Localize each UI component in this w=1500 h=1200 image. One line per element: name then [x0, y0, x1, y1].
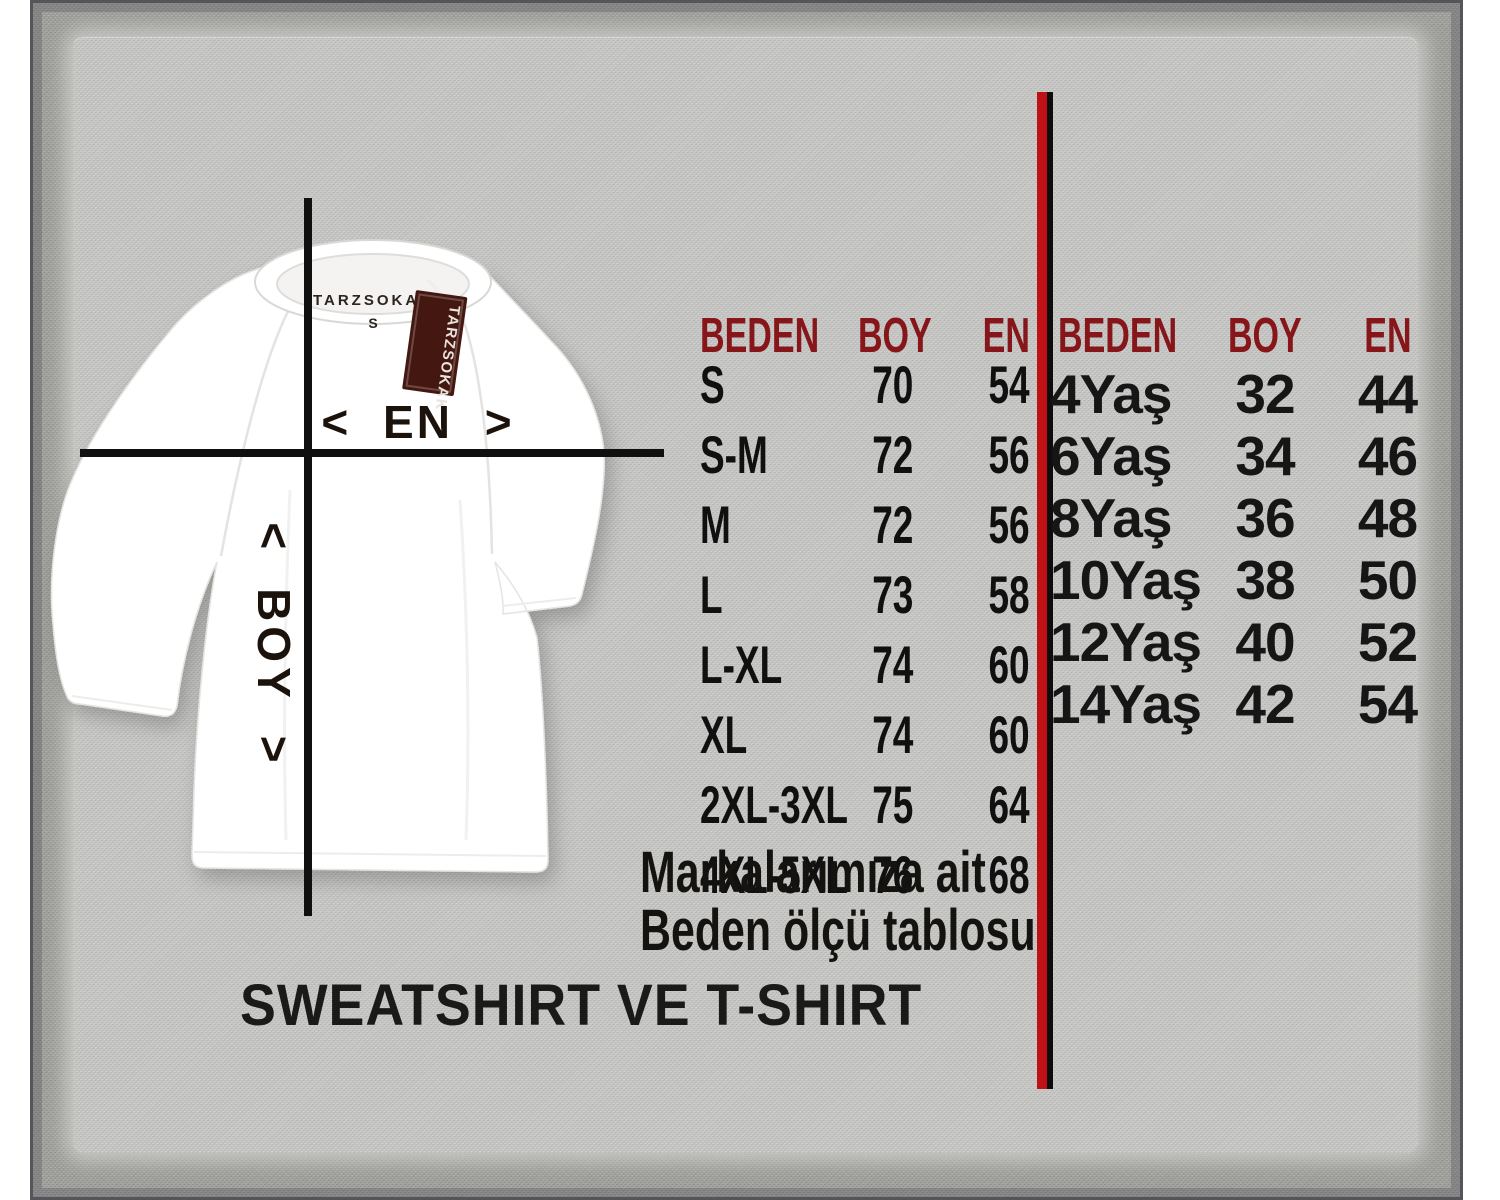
adult-row-en: 58	[988, 565, 1030, 625]
kids-row-size: 14Yaş	[1050, 673, 1202, 735]
adult-row-boy: 76	[871, 845, 914, 905]
adult-row-en: 56	[988, 495, 1030, 555]
kids-row-boy: 40	[1235, 611, 1295, 673]
kids-row-size: 6Yaş	[1050, 425, 1172, 487]
adult-row-size: M	[700, 495, 731, 555]
textured-frame	[30, 0, 1463, 1200]
kids-row-boy: 32	[1235, 363, 1295, 425]
kids-header-length: BOY	[1228, 307, 1302, 363]
adult-row-boy: 73	[871, 565, 914, 625]
poster-title: SWEATSHIRT VE T-SHIRT	[240, 971, 923, 1038]
adult-row-size: XL	[700, 705, 748, 765]
raglan-seam-left	[219, 303, 294, 557]
adult-row-boy: 74	[871, 705, 914, 765]
kids-header-size: BEDEN	[1058, 307, 1178, 363]
collar-size-label: S	[368, 315, 377, 331]
kids-row-boy: 36	[1235, 487, 1295, 549]
adult-row-en: 64	[988, 775, 1030, 835]
kids-row-size: 4Yaş	[1050, 363, 1172, 425]
adult-row-boy: 70	[871, 355, 914, 415]
adult-header-width: EN	[982, 307, 1030, 363]
kids-row-en: 44	[1357, 363, 1418, 425]
adult-row-size: L-XL	[700, 635, 783, 695]
kids-row-en: 48	[1357, 487, 1418, 549]
adult-header-size: BEDEN	[700, 307, 820, 363]
adult-row-size: S-M	[700, 425, 768, 485]
adult-row-boy: 75	[871, 775, 914, 835]
collar-brand-label: TARZSOKAK	[313, 292, 433, 309]
tshirt-body	[50, 249, 606, 873]
adult-row-en: 68	[988, 845, 1030, 905]
adult-row-boy: 74	[871, 635, 914, 695]
caption-line1: Markalarımıza ait	[640, 839, 986, 905]
length-axis-line	[304, 198, 312, 916]
adult-row-en: 54	[988, 355, 1030, 415]
kids-row-size: 10Yaş	[1050, 549, 1202, 611]
width-label-en: < EN >	[321, 396, 514, 448]
length-label-boy: < BOY >	[248, 522, 300, 767]
kids-row-boy: 38	[1235, 549, 1295, 611]
kids-row-boy: 34	[1235, 425, 1295, 487]
adult-header-length: BOY	[857, 307, 932, 363]
tshirt-diagram: TARZSOKAK S TARZSOKAK < EN > < BOY >	[50, 198, 664, 916]
adult-row-size: S	[700, 355, 725, 415]
adult-row-en: 56	[988, 425, 1030, 485]
kids-row-size: 12Yaş	[1050, 611, 1202, 673]
adult-row-boy: 72	[871, 495, 914, 555]
kids-row-en: 52	[1357, 611, 1418, 673]
kids-row-en: 50	[1357, 549, 1418, 611]
adult-row-size: L	[700, 565, 723, 625]
kids-row-size: 8Yaş	[1050, 487, 1172, 549]
kids-header-width: EN	[1363, 307, 1412, 363]
kids-row-en: 54	[1357, 673, 1418, 735]
adult-row-en: 60	[988, 705, 1030, 765]
adult-row-size: 4XL-5XL	[700, 845, 849, 905]
adult-row-size: 2XL-3XL	[700, 775, 849, 835]
table-divider-line	[1037, 92, 1053, 1089]
caption-line2: Beden ölçü tablosu	[640, 897, 1036, 963]
adult-row-boy: 72	[871, 425, 914, 485]
kids-row-boy: 42	[1235, 673, 1295, 735]
adult-row-en: 60	[988, 635, 1030, 695]
inner-mat	[73, 37, 1418, 1153]
kids-row-en: 46	[1357, 425, 1418, 487]
width-axis-line	[80, 449, 664, 457]
